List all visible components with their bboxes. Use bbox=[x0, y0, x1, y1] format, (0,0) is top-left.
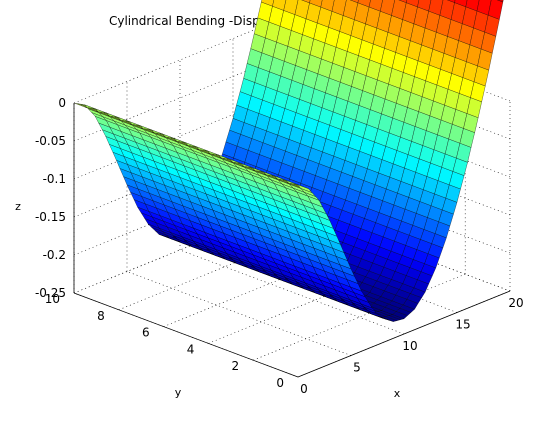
surface-patch bbox=[301, 0, 311, 4]
y-axis-line bbox=[73, 292, 299, 378]
axes-box bbox=[73, 16, 511, 378]
y-tick-label: 10 bbox=[45, 292, 60, 306]
surface-patch bbox=[357, 0, 371, 8]
x-tick-label: 15 bbox=[455, 318, 470, 332]
surface-patch bbox=[368, 0, 383, 12]
surface-patch bbox=[417, 0, 432, 12]
z-tick-label: -0.1 bbox=[43, 172, 66, 186]
y-axis-label: y bbox=[175, 386, 182, 399]
x-tick-label: 10 bbox=[402, 339, 417, 353]
y-tick-label: 6 bbox=[142, 326, 150, 340]
surface-patch bbox=[447, 0, 456, 3]
tick-labels: 0 5 10 15 20 0 2 4 6 8 10 0 -0.05 -0.1 -0.15 -0.2 -0.25 bbox=[35, 96, 524, 396]
surface-patch bbox=[350, 0, 359, 4]
surface-patch bbox=[497, 0, 504, 3]
surface-patch bbox=[398, 0, 408, 3]
z-axis-label: z bbox=[15, 200, 21, 213]
surface-patch bbox=[406, 0, 420, 8]
surface-patch bbox=[465, 0, 480, 12]
surface-patch bbox=[309, 0, 323, 8]
x-tick-label: 20 bbox=[508, 296, 523, 310]
z-tick-label: 0 bbox=[58, 96, 66, 110]
y-tick-label: 2 bbox=[232, 359, 240, 373]
x-axis-label: x bbox=[394, 387, 401, 400]
x-axis-line bbox=[297, 290, 511, 378]
z-tick-label: -0.2 bbox=[43, 248, 66, 262]
y-tick-label: 0 bbox=[276, 376, 284, 390]
z-tick-label: -0.15 bbox=[35, 210, 66, 224]
y-tick-label: 4 bbox=[187, 342, 195, 356]
z-tick-label: -0.05 bbox=[35, 134, 66, 148]
x-tick-label: 0 bbox=[300, 382, 308, 396]
surface-patch bbox=[272, 0, 287, 11]
y-tick-label: 8 bbox=[97, 309, 105, 323]
z-tick-label: -0.25 bbox=[35, 286, 66, 300]
x-tick-label: 5 bbox=[353, 361, 361, 375]
surface-patch bbox=[454, 0, 468, 8]
surface-mesh bbox=[73, 0, 504, 322]
surface-patch bbox=[261, 0, 275, 7]
surface-patch bbox=[488, 0, 504, 20]
